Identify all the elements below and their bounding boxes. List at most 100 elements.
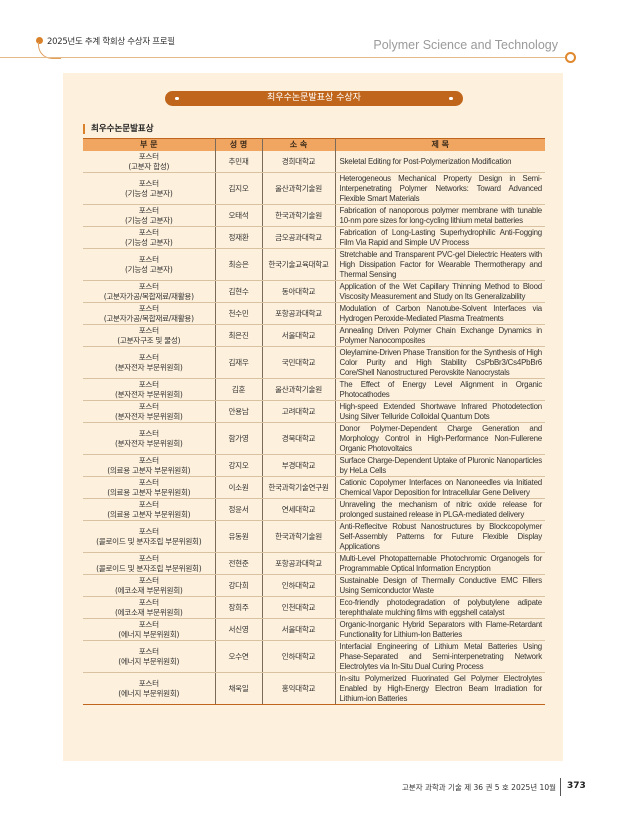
category-cell: 포스터 (고분자 합성): [83, 151, 215, 173]
name-cell: 장희주: [214, 596, 262, 619]
category-cell: 포스터 (에코소재 부문위원회): [83, 574, 215, 597]
title-cell: Oleylamine-Driven Phase Transition for t…: [334, 346, 545, 379]
subcategory: (콜로이드 및 분자조립 부문위원회): [96, 563, 202, 573]
title-cell: Donor Polymer-Dependent Charge Generatio…: [334, 422, 545, 455]
category-cell: 포스터 (기능성 고분자): [83, 226, 215, 249]
subcategory: (기능성 고분자): [124, 215, 173, 225]
title-cell: In-situ Polymerized Fluorinated Gel Poly…: [334, 672, 545, 705]
title-cell: Modulation of Carbon Nanotube-Solvent In…: [334, 302, 545, 325]
affiliation-cell: 연세대학교: [261, 498, 335, 521]
category-cell: 포스터 (분자전자 부문위원회): [83, 400, 215, 423]
journal-name: Polymer Science and Technology: [373, 38, 558, 52]
name-cell: 강다희: [214, 574, 262, 597]
subcategory: (의료용 고분자 부문위원회): [107, 509, 191, 519]
category: 포스터: [138, 455, 159, 465]
category: 포스터: [138, 379, 159, 389]
table-row: 포스터 (에너지 부문위원회) 서신영 서울대학교 Organic-Inorganic …: [83, 618, 545, 641]
title-cell: Cationic Copolymer Interfaces on Nanonee…: [334, 476, 545, 499]
name-cell: 유동원: [214, 520, 262, 553]
category: 포스터: [138, 575, 159, 585]
subcategory: (고분자가공/복합재료/재활용): [103, 291, 194, 301]
name-cell: 이소원: [214, 476, 262, 499]
title-cell: Fabrication of nanoporous polymer membra…: [334, 204, 545, 227]
subcategory: (고분자가공/복합재료/재활용): [103, 313, 194, 323]
table-row: 포스터 (분자전자 부문위원회) 안용남 고려대학교 High-speed Extend…: [83, 400, 545, 423]
title-cell: Unraveling the mechanism of nitric oxide…: [334, 498, 545, 521]
category: 포스터: [138, 526, 159, 536]
category: 포스터: [138, 619, 159, 629]
affiliation-cell: 국민대학교: [261, 346, 335, 379]
affiliation-cell: 서울대학교: [261, 618, 335, 641]
affiliation-cell: 포항공과대학교: [261, 552, 335, 575]
table-row: 포스터 (콜로이드 및 분자조립 부문위원회) 전현준 포항공과대학교 Multi-Le…: [83, 552, 545, 575]
bullet-dot-icon: [36, 37, 43, 44]
title-cell: High-speed Extended Shortwave Infrared P…: [334, 400, 545, 423]
col-header-category: 부 문: [83, 138, 215, 151]
header-divider: [0, 57, 566, 58]
category-cell: 포스터 (의료용 고분자 부문위원회): [83, 454, 215, 477]
category-cell: 포스터 (기능성 고분자): [83, 204, 215, 227]
footer-issue: 고분자 과학과 기술 제 36 권 5 호 2025년 10월: [401, 783, 556, 792]
title-cell: Organic-Inorganic Hybrid Separators with…: [334, 618, 545, 641]
title-cell: Fabrication of Long-Lasting Superhydroph…: [334, 226, 545, 249]
name-cell: 정윤서: [214, 498, 262, 521]
table-row: 포스터 (기능성 고분자) 김지오 울산과학기술원 Heterogeneous Mech…: [83, 172, 545, 205]
category-cell: 포스터 (에너지 부문위원회): [83, 618, 215, 641]
title-cell: Surface Charge-Dependent Uptake of Pluro…: [334, 454, 545, 477]
table-row: 포스터 (고분자가공/복합재료/재활용) 김현수 동아대학교 Application o…: [83, 280, 545, 303]
table-row: 포스터 (분자전자 부문위원회) 함가영 경북대학교 Donor Polymer-Dep…: [83, 422, 545, 455]
title-cell: Sustainable Design of Thermally Conducti…: [334, 574, 545, 597]
name-cell: 강지오: [214, 454, 262, 477]
subcategory: (기능성 고분자): [124, 188, 173, 198]
subcategory: (에너지 부문위원회): [118, 656, 180, 666]
subcategory: (기능성 고분자): [124, 264, 173, 274]
table-row: 포스터 (기능성 고분자) 최승은 한국기술교육대학교 Stretchable and …: [83, 248, 545, 281]
affiliation-cell: 포항공과대학교: [261, 302, 335, 325]
subcategory: (의료용 고분자 부문위원회): [107, 465, 191, 475]
name-cell: 천수민: [214, 302, 262, 325]
table-row: 포스터 (고분자가공/복합재료/재활용) 천수민 포항공과대학교 Modulation …: [83, 302, 545, 325]
subcategory: (에너지 부문위원회): [118, 688, 180, 698]
subcategory: (분자전자 부문위원회): [114, 362, 183, 372]
category-cell: 포스터 (에코소재 부문위원회): [83, 596, 215, 619]
name-cell: 함가영: [214, 422, 262, 455]
name-cell: 채욱일: [214, 672, 262, 705]
table-row: 포스터 (에코소재 부문위원회) 장희주 인천대학교 Eco-friendly phot…: [83, 596, 545, 619]
table-row: 포스터 (기능성 고분자) 정재환 금오공과대학교 Fabrication of Lon…: [83, 226, 545, 249]
subcategory: (의료용 고분자 부문위원회): [107, 487, 191, 497]
table-row: 포스터 (에너지 부문위원회) 오수연 인하대학교 Interfacial Engine…: [83, 640, 545, 673]
affiliation-cell: 동아대학교: [261, 280, 335, 303]
affiliation-cell: 울산과학기술원: [261, 378, 335, 401]
category: 포스터: [138, 499, 159, 509]
subcategory: (콜로이드 및 분자조립 부문위원회): [96, 536, 202, 546]
category-cell: 포스터 (고분자가공/복합재료/재활용): [83, 280, 215, 303]
category-cell: 포스터 (고분자가공/복합재료/재활용): [83, 302, 215, 325]
category-cell: 포스터 (에너지 부문위원회): [83, 640, 215, 673]
category: 포스터: [138, 646, 159, 656]
col-header-affiliation: 소 속: [261, 138, 335, 151]
name-cell: 오태석: [214, 204, 262, 227]
category-cell: 포스터 (의료용 고분자 부문위원회): [83, 476, 215, 499]
category: 포스터: [138, 678, 159, 688]
table-row: 포스터 (의료용 고분자 부문위원회) 정윤서 연세대학교 Unraveling the…: [83, 498, 545, 521]
header-curve-decoration: [38, 42, 61, 59]
col-header-name: 성 명: [214, 138, 262, 151]
category: 포스터: [138, 254, 159, 264]
affiliation-cell: 서울대학교: [261, 324, 335, 347]
awards-table: 부 문 성 명 소 속 제 목 포스터 (고분자 합성) 추민재 경희대학교 Skele…: [83, 138, 545, 705]
title-cell: Stretchable and Transparent PVC-gel Diel…: [334, 248, 545, 281]
category-cell: 포스터 (분자전자 부문위원회): [83, 422, 215, 455]
title-cell: Interfacial Engineering of Lithium Metal…: [334, 640, 545, 673]
title-cell: Anti-Reflecitve Robust Nanostructures by…: [334, 520, 545, 553]
category: 포스터: [138, 227, 159, 237]
col-header-title: 제 목: [334, 138, 545, 151]
category-cell: 포스터 (기능성 고분자): [83, 172, 215, 205]
affiliation-cell: 한국과학기술연구원: [261, 476, 335, 499]
affiliation-cell: 인천대학교: [261, 596, 335, 619]
section-label: 최우수논문발표상: [83, 124, 154, 134]
name-cell: 추민재: [214, 151, 262, 173]
category: 포스터: [138, 352, 159, 362]
affiliation-cell: 경희대학교: [261, 151, 335, 173]
category: 포스터: [138, 401, 159, 411]
category: 포스터: [138, 303, 159, 313]
